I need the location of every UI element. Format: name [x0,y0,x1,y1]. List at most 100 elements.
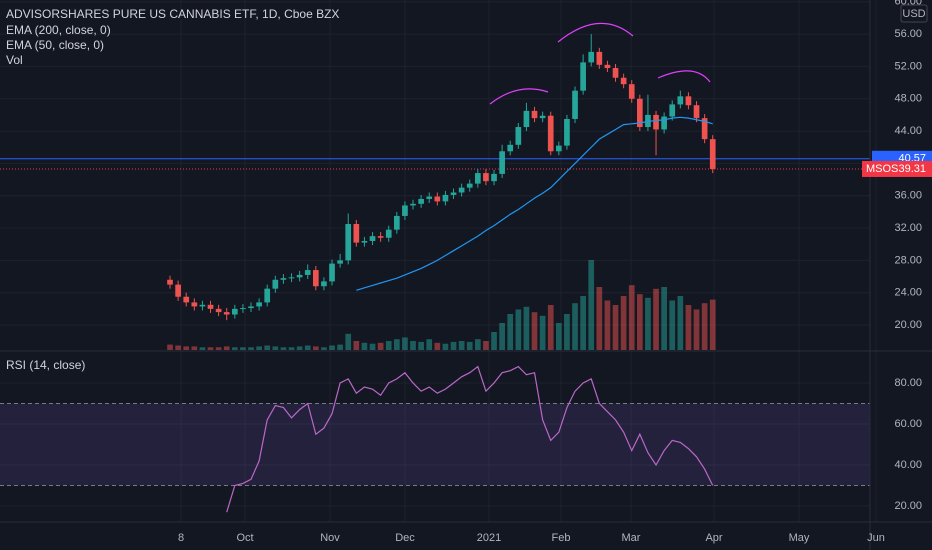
volume-bar [450,341,457,350]
volume-bar [653,288,659,350]
candle-body [636,98,643,128]
candle-body [321,281,327,287]
volume-bar [312,346,319,350]
candle-body [191,302,198,307]
y-tick-label: 44.00 [894,125,922,137]
x-tick-label: Nov [320,532,340,544]
candle-body [369,236,376,241]
volume-bar [361,342,368,350]
y-tick-label: 28.00 [894,254,922,266]
volume-bar [385,341,392,350]
candle-body [709,139,716,169]
volume-bar [677,296,684,350]
candle-body [240,308,246,310]
volume-bar [523,306,530,350]
volume-bar [515,309,522,350]
volume-bar [418,341,424,350]
volume-bar [426,339,433,350]
candle-body [564,118,570,146]
x-tick-label: Mar [622,532,641,544]
drawing-right-shoulder [657,70,711,83]
volume-bar [693,309,700,350]
candle-body [442,194,449,202]
candle-body [669,104,676,117]
candle-body [547,115,554,152]
candle-body [288,277,295,279]
ema50-line [356,116,713,291]
volume-bar [256,346,262,350]
volume-bar [645,297,651,350]
volume-bar [555,323,562,350]
volume-bar [304,345,311,350]
candle-body [410,203,416,206]
volume-bar [393,339,400,350]
volume-bar [207,347,214,350]
drawing-head [557,22,634,43]
candle-body [296,274,303,278]
volume-bar [531,312,538,350]
candle-body [385,229,392,238]
volume-bar [588,260,595,350]
candle-body [580,62,586,91]
x-tick-label: 2021 [477,532,501,544]
candle-body [693,105,700,119]
volume-bar [288,347,295,350]
candle-body [555,145,562,152]
volume-bar [474,339,481,350]
volume-bar [580,296,586,350]
rsi-tick-label: 20.00 [894,500,922,512]
y-tick-label: 24.00 [894,287,922,299]
candle-body [353,224,360,243]
volume-bar [402,337,408,350]
currency-box [900,4,928,23]
candle-body [515,127,522,145]
drawing-left-shoulder [489,88,549,105]
rsi-tick-label: 80.00 [894,377,922,389]
candle-body [256,302,262,307]
volume-bar [280,347,287,350]
candle-body [175,284,181,297]
volume-bar [321,347,327,350]
volume-bar [248,347,254,350]
candle-body [272,279,279,289]
candle-body [628,84,635,99]
volume-bar [458,341,465,350]
volume-bar [628,285,635,350]
candle-body [426,196,433,199]
candle-body [167,279,173,285]
candle-body [199,304,206,307]
candle-body [612,68,619,78]
x-tick-label: May [789,532,810,544]
x-tick-label: Dec [395,532,415,544]
candle-body [329,263,335,282]
candle-body [483,173,489,182]
volume-bar [434,342,441,350]
candle-body [377,236,384,238]
volume-bar [499,323,505,350]
volume-bar [231,347,238,350]
rsi-band [0,403,870,486]
candle-body [466,183,473,188]
candle-body [499,151,505,174]
volume-bar [240,347,246,350]
candle-body [450,192,457,195]
volume-bar [337,344,343,350]
volume-bar [191,346,198,350]
last-price-label-symbol: MSOS [866,163,898,175]
rsi-title: RSI (14, close) [6,358,85,372]
volume-bar [572,303,578,350]
candle-body [653,114,659,130]
volume-bar [539,315,546,350]
candle-body [588,51,595,63]
volume-bar [353,341,360,350]
candle-body [248,306,254,309]
y-tick-label: 32.00 [894,222,922,234]
y-tick-label: 48.00 [894,93,922,105]
volume-bar [183,346,190,350]
volume-bar [264,345,271,350]
volume-bar [661,287,667,350]
currency: USD [902,8,925,20]
y-tick-label: 20.00 [894,319,922,331]
candle-body [312,270,319,287]
y-tick-label: 36.00 [894,190,922,202]
